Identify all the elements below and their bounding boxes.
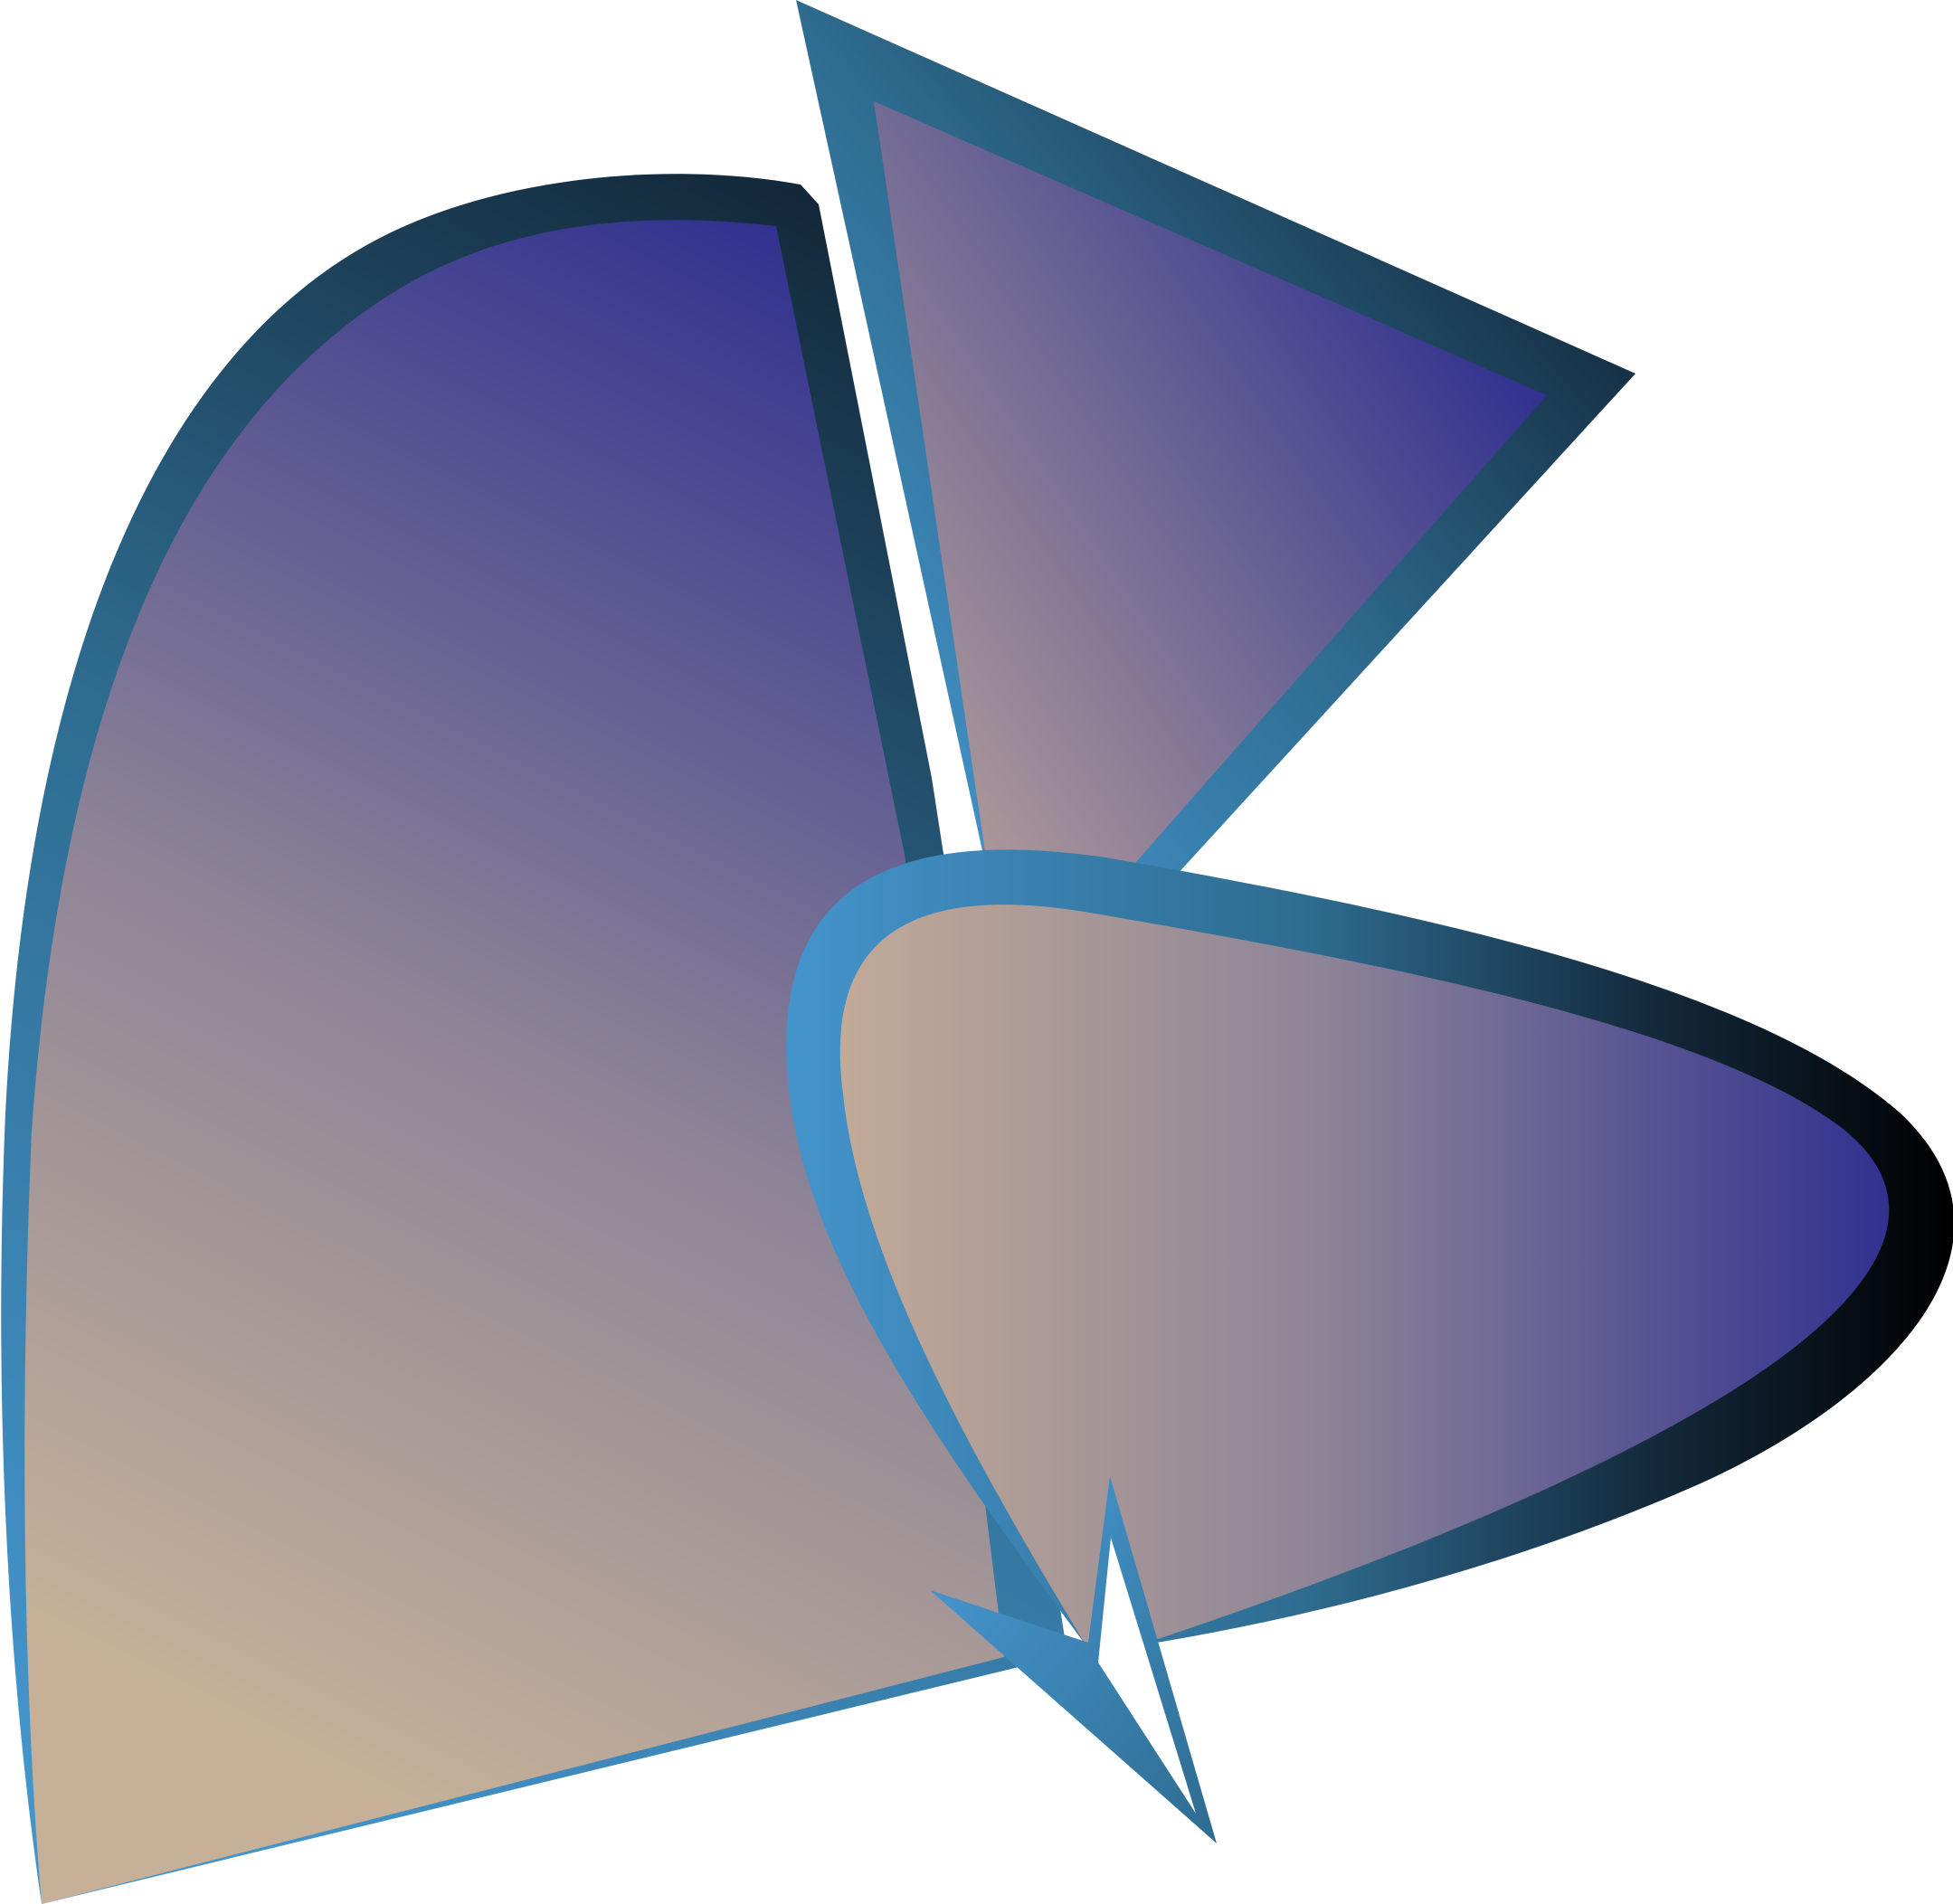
- bottom-arrow-outline: [930, 1476, 1217, 1843]
- bottom-arrow-inner: [1098, 1538, 1196, 1814]
- top-triangle: [796, 0, 1635, 876]
- top-triangle-fill: [874, 101, 1547, 870]
- left-petal-fill: [24, 220, 1004, 1904]
- right-blade-fill: [839, 905, 1890, 1644]
- left-petal: [1, 174, 1067, 1904]
- right-blade: [786, 849, 1953, 1651]
- bottom-arrow: [930, 1476, 1217, 1843]
